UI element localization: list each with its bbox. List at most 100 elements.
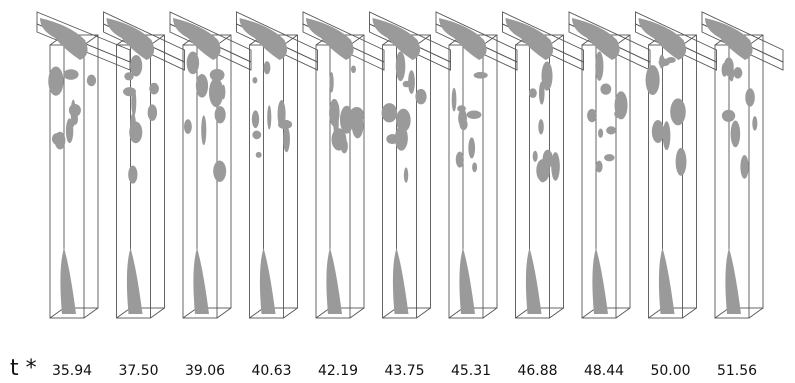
plume-blob — [543, 150, 553, 169]
plume-blob — [670, 98, 686, 125]
time-label: 43.75 — [384, 363, 424, 379]
plume-blob — [221, 85, 225, 100]
plume-blob — [87, 75, 96, 87]
plume-blob — [415, 89, 426, 104]
plume-blob — [129, 122, 142, 144]
plume-blob — [731, 120, 741, 147]
plume-blob — [48, 67, 63, 96]
bottom-plume — [260, 248, 276, 314]
plume-blob — [468, 137, 475, 158]
bottom-plume — [526, 248, 542, 314]
plume-blob — [538, 119, 543, 134]
prism-back — [330, 35, 364, 308]
plume-blob — [55, 132, 66, 150]
plume-blob — [252, 110, 259, 128]
frame: 42.19 — [303, 12, 384, 379]
plume-blob — [604, 154, 614, 161]
plume-blob — [256, 152, 262, 158]
plume-blob — [745, 88, 755, 106]
plume-blob — [283, 126, 290, 152]
plume-blob — [149, 83, 159, 95]
prism-edge — [350, 308, 364, 318]
plume-blob — [196, 74, 208, 98]
plume-blob — [646, 65, 660, 95]
time-label: 50.00 — [650, 363, 690, 379]
frame: 51.56 — [702, 12, 783, 379]
prism-edge — [550, 308, 564, 318]
plume-blob — [533, 151, 538, 162]
prism-edge — [284, 308, 298, 318]
plume-blob — [598, 129, 603, 138]
bottom-plume — [725, 248, 741, 314]
plume-blob — [652, 120, 664, 143]
frame: 39.06 — [170, 12, 251, 379]
plume-blob — [130, 55, 142, 77]
frame: 50.00 — [636, 12, 717, 379]
plume-blob — [404, 167, 408, 182]
frame: 43.75 — [370, 12, 451, 379]
plume-blob — [148, 104, 157, 121]
plume-blob — [729, 66, 734, 82]
plume-blob — [539, 82, 545, 105]
plume-blob — [408, 70, 415, 94]
plume-blob — [184, 119, 192, 134]
bottom-plume — [60, 248, 76, 314]
plume-blob — [128, 166, 137, 184]
time-axis-label: t * — [10, 356, 37, 381]
plume-blob — [352, 112, 364, 138]
prism-edge — [84, 308, 98, 318]
plume-blob — [396, 109, 411, 132]
time-label: 51.56 — [717, 363, 757, 379]
prism-edge — [417, 308, 431, 318]
plume-blob — [587, 109, 597, 122]
plume-blob — [452, 88, 457, 112]
prism-edge — [217, 308, 231, 318]
plume-blob — [187, 52, 199, 75]
plume-blob — [201, 115, 206, 145]
prism-edge — [616, 308, 630, 318]
time-label: 35.94 — [52, 363, 92, 379]
plume-blob — [252, 131, 261, 140]
plume-blob — [66, 118, 73, 143]
prism-edge — [151, 308, 165, 318]
plume-blob — [467, 110, 482, 119]
plume-blob — [676, 148, 687, 176]
plume-blob — [396, 51, 406, 81]
plume-blob — [539, 168, 547, 182]
bottom-plume — [459, 248, 475, 314]
prism-edge — [749, 308, 763, 318]
plume-blob — [722, 110, 735, 122]
time-label: 45.31 — [451, 363, 491, 379]
plume-blob — [278, 100, 286, 128]
figure: t * 35.94 37.50 39.06 40.63 42.19 43.75 45.31 4… — [0, 0, 795, 383]
time-label: 39.06 — [185, 363, 225, 379]
plume-blob — [215, 106, 226, 123]
plume-blob — [474, 72, 488, 79]
plume-blob — [386, 134, 398, 144]
time-label: 42.19 — [318, 363, 358, 379]
plume-blob — [209, 78, 223, 107]
plume-blob — [456, 152, 464, 168]
plume-blob — [252, 77, 257, 84]
plume-blob — [663, 121, 671, 150]
plume-blob — [472, 162, 477, 172]
frame: 46.88 — [503, 12, 584, 379]
plume-blob — [752, 116, 757, 130]
plume-blob — [210, 69, 225, 81]
time-label: 48.44 — [584, 363, 624, 379]
time-label: 46.88 — [517, 363, 557, 379]
time-label: 37.50 — [118, 363, 158, 379]
time-label: 40.63 — [251, 363, 291, 379]
bottom-plume — [193, 248, 209, 314]
plume-blob — [722, 63, 728, 77]
plume-blob — [264, 61, 271, 74]
plume-blob — [596, 161, 603, 173]
plume-blob — [340, 106, 353, 134]
plume-blob — [382, 103, 398, 122]
plume-blob — [600, 84, 611, 95]
plume-blob — [329, 72, 333, 92]
plume-blob — [123, 87, 136, 96]
plume-blob — [351, 65, 356, 73]
plume-blob — [267, 105, 271, 129]
bottom-plume — [592, 248, 608, 314]
